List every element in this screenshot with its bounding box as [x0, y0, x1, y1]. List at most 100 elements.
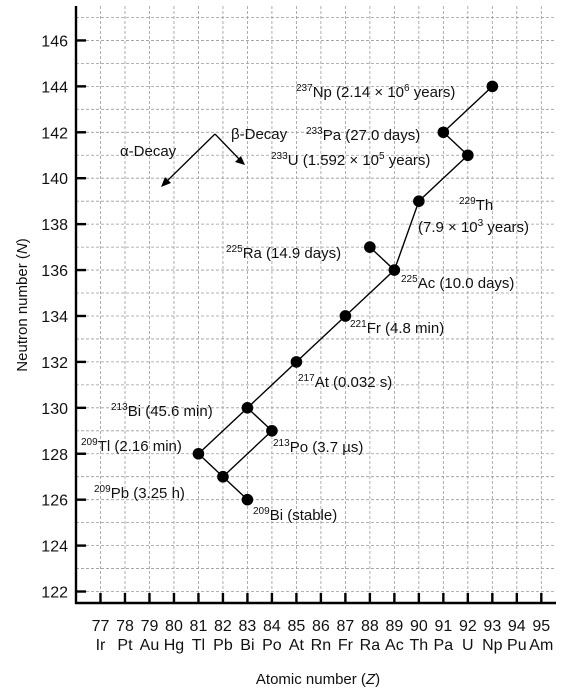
- x-tick-label-z: 82: [214, 618, 232, 635]
- beta-decay-arrow: [214, 133, 241, 161]
- y-tick-label: 126: [41, 493, 68, 510]
- x-tick-label-symbol: Rn: [311, 637, 331, 654]
- y-tick-label: 140: [41, 171, 68, 188]
- y-tick-label: 142: [41, 125, 68, 142]
- nuclide-label-tl209: 209Tl (2.16 min): [81, 437, 182, 455]
- x-tick-label-symbol: Ac: [385, 637, 404, 654]
- nuclide-point-po213: [266, 424, 278, 437]
- x-tick-label-symbol: Ir: [96, 637, 106, 654]
- x-tick-label-symbol: U: [462, 637, 474, 654]
- x-tick-label-z: 83: [239, 618, 257, 635]
- x-tick-label-z: 93: [483, 618, 501, 635]
- x-tick-label-z: 79: [141, 618, 159, 635]
- x-tick-label-z: 88: [361, 618, 379, 635]
- nuclide-point-bi209: [241, 493, 254, 506]
- alpha-decay-arrowhead: [161, 177, 171, 187]
- nuclide-point-ra225: [364, 241, 376, 253]
- decay-legend: α-Decay β-Decay: [120, 126, 288, 187]
- x-tick-label-symbol: Po: [262, 637, 282, 654]
- y-axis-title: Neutron number (N): [14, 238, 31, 371]
- x-tick-label-symbol: Am: [529, 637, 553, 654]
- x-tick-label-symbol: Pb: [213, 637, 233, 654]
- x-tick-label-z: 86: [312, 618, 330, 635]
- decay-link: [197, 407, 248, 455]
- y-tick-label: 122: [41, 585, 68, 602]
- y-tick-label: 146: [41, 33, 68, 50]
- x-tick-label-z: 85: [288, 618, 306, 635]
- x-tick-label-z: 92: [459, 618, 477, 635]
- x-tick-label-symbol: Au: [140, 637, 160, 654]
- y-tick-label: 144: [41, 79, 68, 96]
- x-tick-label-symbol: Np: [482, 637, 503, 654]
- x-tick-label-z: 84: [263, 618, 281, 635]
- grid-layer: [76, 6, 556, 603]
- nuclide-point-fr221: [339, 310, 352, 322]
- decay-link: [344, 269, 395, 317]
- nuclide-point-u233: [462, 149, 474, 162]
- alpha-decay-arrow: [164, 133, 216, 184]
- x-tick-label-symbol: Fr: [338, 637, 354, 654]
- x-tick-label-symbol: Pt: [117, 637, 133, 654]
- nuclide-label-po213: 213Po (3.7 µs): [273, 438, 363, 456]
- x-tick-label-symbol: Ra: [360, 637, 381, 654]
- y-tick-label: 134: [41, 309, 68, 326]
- x-tick-label-z: 80: [165, 618, 183, 635]
- nuclide-label-u233: 233U (1.592 × 105 years): [271, 151, 430, 169]
- x-tick-label-symbol: Hg: [164, 637, 184, 654]
- y-tick-label: 130: [41, 401, 68, 418]
- nuclide-label-bi213: 213Bi (45.6 min): [111, 402, 213, 420]
- x-tick-label-symbol: At: [289, 637, 305, 654]
- nuclide-point-pb209: [217, 470, 229, 483]
- x-tick-label-z: 90: [410, 618, 428, 635]
- x-tick-label-z: 81: [190, 618, 208, 635]
- axes: 122 124 126 128 130 132 134 136 138 140 142 144 146 7…: [14, 6, 556, 688]
- x-tick-label-z: 87: [336, 618, 354, 635]
- y-tick-label: 138: [41, 217, 68, 234]
- x-tick-label-z: 77: [92, 618, 110, 635]
- nuclide-label-bi209: 209Bi (stable): [253, 506, 337, 524]
- decay-link: [418, 154, 469, 202]
- x-tick-label-symbol: Tl: [192, 637, 205, 654]
- nuclide-label-pa233: 233Pa (27.0 days): [306, 126, 420, 144]
- y-tick-label: 132: [41, 355, 68, 372]
- nuclide-halflife-th229: (7.9 × 103 years): [418, 218, 529, 236]
- y-tick-label: 136: [41, 263, 68, 280]
- x-tick-label-symbol: Pa: [434, 637, 454, 654]
- y-tick-label: 128: [41, 447, 68, 464]
- nuclide-labels: 237Np (2.14 × 106 years) 233Pa (27.0 days…: [81, 83, 529, 524]
- x-tick-label-z: 89: [385, 618, 403, 635]
- alpha-decay-label: α-Decay: [120, 143, 177, 160]
- nuclide-label-fr221: 221Fr (4.8 min): [350, 319, 444, 337]
- nuclide-label-pb209: 209Pb (3.25 h): [94, 484, 185, 502]
- nuclide-label-ra225: 225Ra (14.9 days): [226, 244, 341, 262]
- nuclide-label-np237: 237Np (2.14 × 106 years): [296, 83, 455, 101]
- decay-link: [393, 200, 420, 271]
- x-tick-label-z: 91: [434, 618, 452, 635]
- y-tick-label: 124: [41, 539, 68, 556]
- x-axis-title: Atomic number (Z): [256, 671, 380, 688]
- beta-decay-arrowhead: [235, 156, 245, 165]
- decay-link: [442, 85, 493, 133]
- decay-link: [246, 361, 297, 409]
- x-tick-label-symbol: Th: [410, 637, 429, 654]
- nuclide-point-at217: [290, 356, 303, 368]
- beta-decay-label: β-Decay: [231, 126, 288, 143]
- decay-link: [295, 315, 346, 363]
- nuclide-point-bi213: [241, 402, 254, 414]
- decay-link: [222, 430, 273, 478]
- nuclide-label-th229: 229Th: [459, 196, 493, 214]
- x-tick-label-z: 95: [532, 618, 550, 635]
- nuclide-point-np237: [486, 80, 499, 93]
- nuclide-point-ac225: [388, 264, 401, 276]
- nuclide-label-ac225: 225Ac (10.0 days): [401, 274, 514, 292]
- x-tick-label-symbol: Bi: [240, 637, 254, 654]
- nuclide-points: [192, 80, 499, 506]
- nuclide-point-th229: [413, 195, 425, 207]
- x-tick-label-symbol: Pu: [507, 637, 527, 654]
- nuclide-label-at217: 217At (0.032 s): [298, 373, 392, 391]
- x-tick-label-z: 78: [116, 618, 134, 635]
- nuclide-point-pa233: [437, 126, 450, 139]
- nuclide-point-tl209: [192, 447, 205, 460]
- x-tick-label-z: 94: [508, 618, 526, 635]
